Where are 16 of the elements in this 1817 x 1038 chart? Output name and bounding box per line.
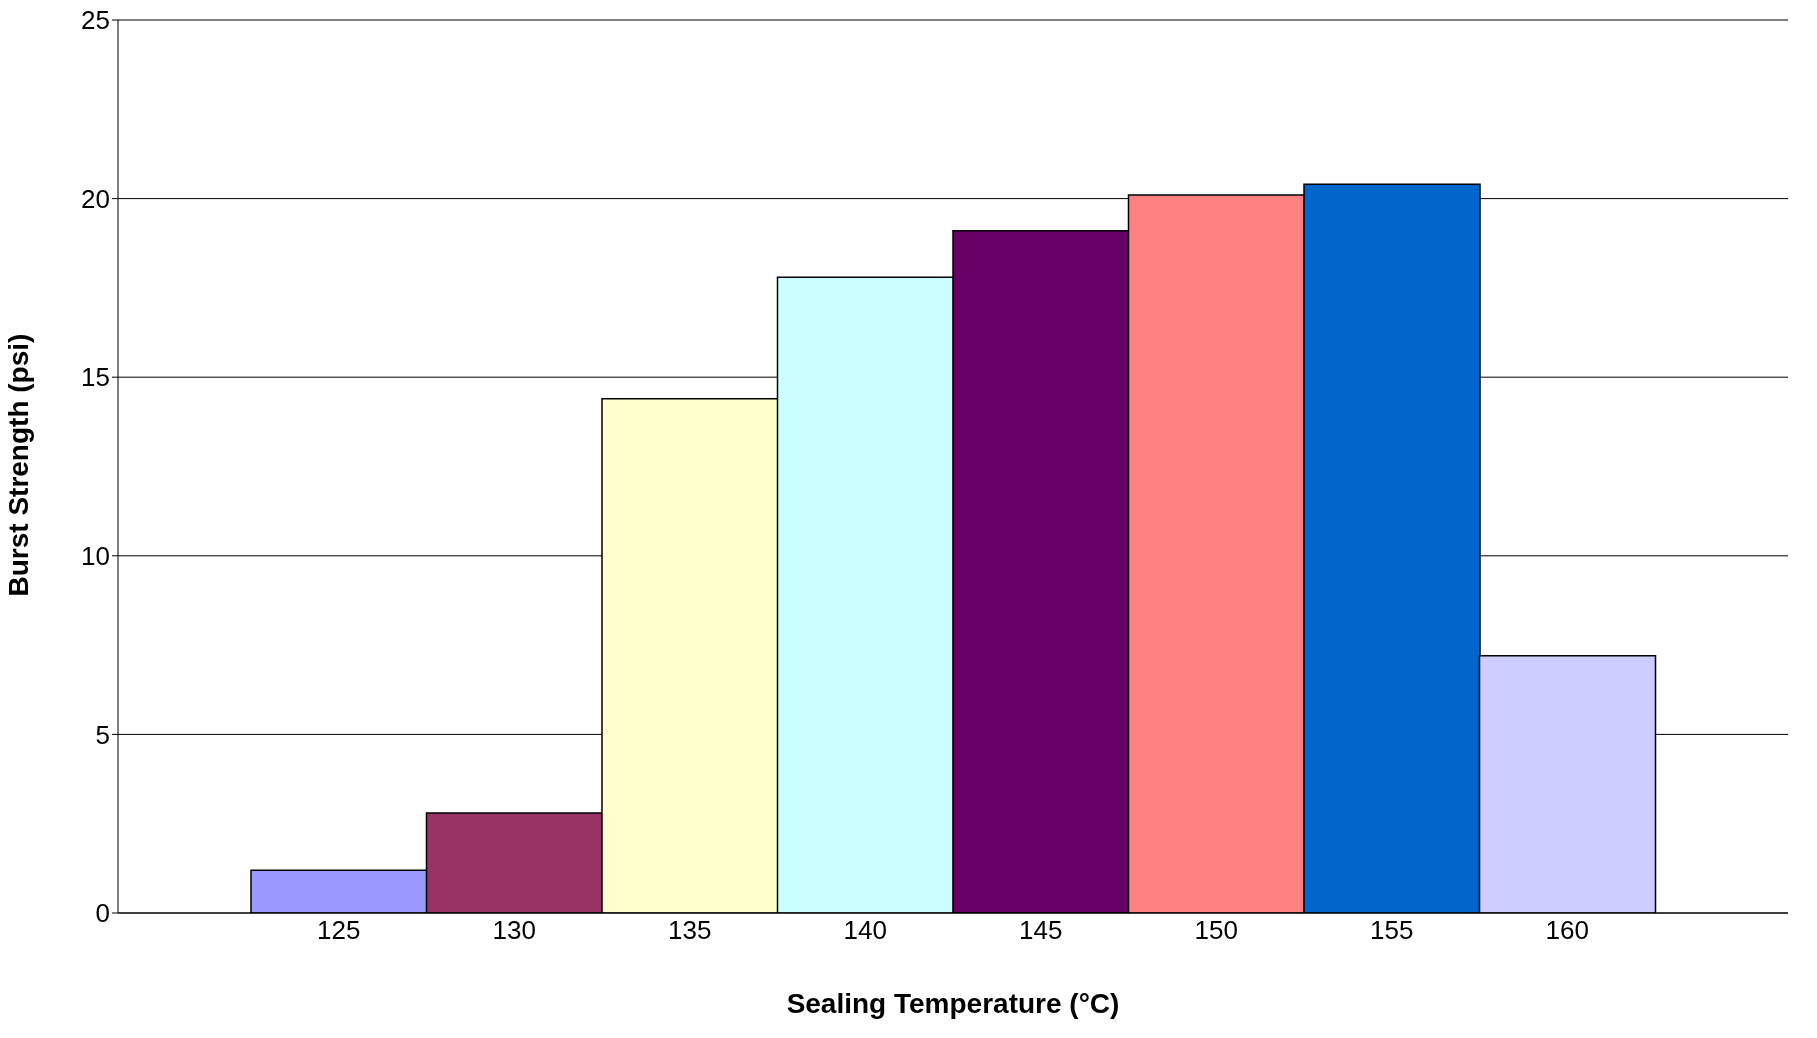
y-axis-title: Burst Strength (psi) bbox=[2, 333, 34, 597]
y-tick-label: 10 bbox=[81, 541, 110, 572]
x-tick-label: 125 bbox=[317, 915, 361, 946]
y-tick-label: 5 bbox=[95, 719, 110, 750]
y-tick-label: 15 bbox=[81, 362, 110, 393]
x-tick-label: 145 bbox=[1019, 915, 1063, 946]
y-tick-label: 20 bbox=[81, 183, 110, 214]
x-tick-label: 140 bbox=[843, 915, 887, 946]
x-axis-title: Sealing Temperature (°C) bbox=[786, 988, 1120, 1019]
x-tick-label: 150 bbox=[1194, 915, 1238, 946]
x-tick-label: 130 bbox=[492, 915, 536, 946]
y-tick-label: 25 bbox=[81, 5, 110, 36]
x-tick-label: 155 bbox=[1370, 915, 1414, 946]
x-tick-label: 160 bbox=[1545, 915, 1589, 946]
y-tick-label: 0 bbox=[95, 898, 110, 929]
x-tick-label: 135 bbox=[668, 915, 712, 946]
